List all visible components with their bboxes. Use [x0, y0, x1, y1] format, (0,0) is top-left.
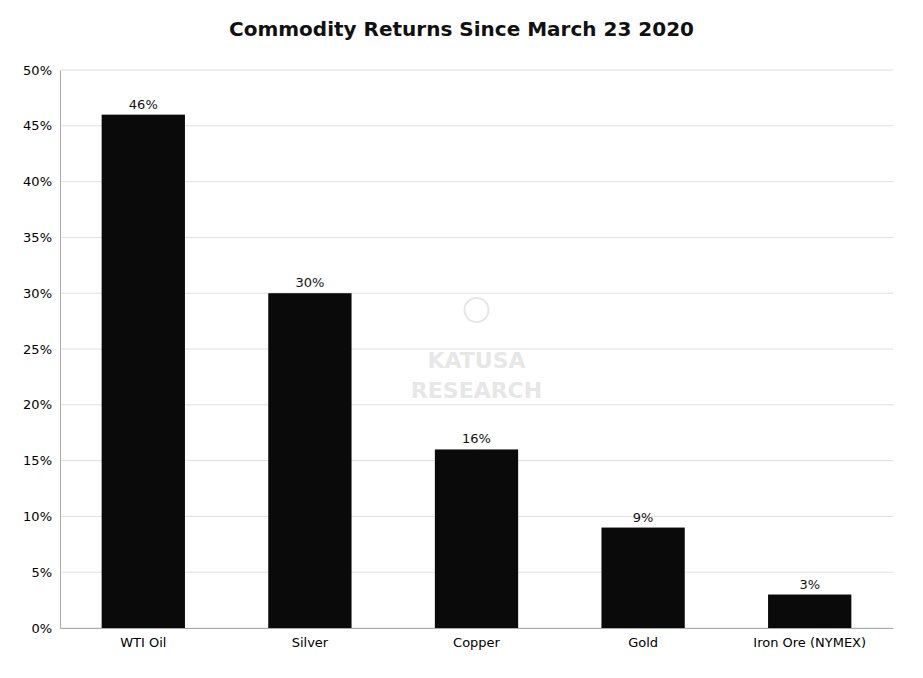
y-tick: 25% — [23, 342, 60, 357]
axis-domain — [60, 71, 61, 629]
tick-label: Iron Ore (NYMEX) — [753, 635, 866, 650]
plot: KATUSARESEARCH 46% 30% 16% 9% 3% 0% 5% 10% 15% 20%… — [23, 63, 893, 651]
tick-label: WTI Oil — [120, 635, 166, 650]
axis-domain — [61, 628, 894, 629]
y-tick: 40% — [23, 174, 60, 189]
tick-label: 5% — [31, 565, 52, 580]
data-label: 46% — [129, 97, 158, 112]
data-label: 3% — [799, 577, 820, 592]
y-tick: 0% — [31, 621, 60, 636]
annotation: KATUSARESEARCH — [411, 348, 542, 403]
bar — [102, 115, 185, 628]
x-tick: Iron Ore (NYMEX) — [753, 628, 866, 650]
y-tick: 15% — [23, 453, 60, 468]
tick-label: 40% — [23, 174, 52, 189]
y-tick: 20% — [23, 397, 60, 412]
y-axis: 0% 5% 10% 15% 20% 25% 30% 35% 40% 45% 50% — [23, 63, 60, 636]
bar — [435, 449, 518, 628]
bar — [268, 293, 351, 628]
tick-label: 50% — [23, 63, 52, 78]
tick-label: 25% — [23, 342, 52, 357]
watermark-circle — [465, 298, 489, 322]
y-tick: 10% — [23, 509, 60, 524]
bar — [601, 528, 684, 628]
bars — [102, 115, 852, 628]
tick-label: Silver — [292, 635, 329, 650]
tick-label: 15% — [23, 453, 52, 468]
tick-label: Copper — [453, 635, 501, 650]
data-label: 9% — [633, 510, 654, 525]
watermark: KATUSARESEARCH — [411, 298, 542, 403]
tick-label: 35% — [23, 230, 52, 245]
chart: Commodity Returns Since March 23 2020 KAT… — [0, 0, 923, 678]
x-tick: WTI Oil — [120, 628, 166, 650]
y-tick: 50% — [23, 63, 60, 78]
x-tick: Copper — [453, 628, 501, 650]
grid-line — [60, 70, 893, 71]
y-tick: 30% — [23, 286, 60, 301]
data-labels: 46% 30% 16% 9% 3% — [129, 97, 820, 592]
data-label: 16% — [462, 431, 491, 446]
data-label: 30% — [295, 275, 324, 290]
tick-label: Gold — [628, 635, 658, 650]
bar — [768, 595, 851, 628]
title: Commodity Returns Since March 23 2020 — [229, 17, 694, 41]
y-tick: 35% — [23, 230, 60, 245]
tick-label: 20% — [23, 397, 52, 412]
grid — [60, 70, 893, 628]
x-tick: Silver — [292, 628, 329, 650]
y-tick: 45% — [23, 118, 60, 133]
tick-label: 10% — [23, 509, 52, 524]
tick-label: 0% — [31, 621, 52, 636]
tick-label: 45% — [23, 118, 52, 133]
y-tick: 5% — [31, 565, 60, 580]
x-axis: WTI Oil Silver Copper Gold Iron Ore (NYMEX) — [61, 628, 894, 650]
tick-label: 30% — [23, 286, 52, 301]
x-tick: Gold — [628, 628, 658, 650]
